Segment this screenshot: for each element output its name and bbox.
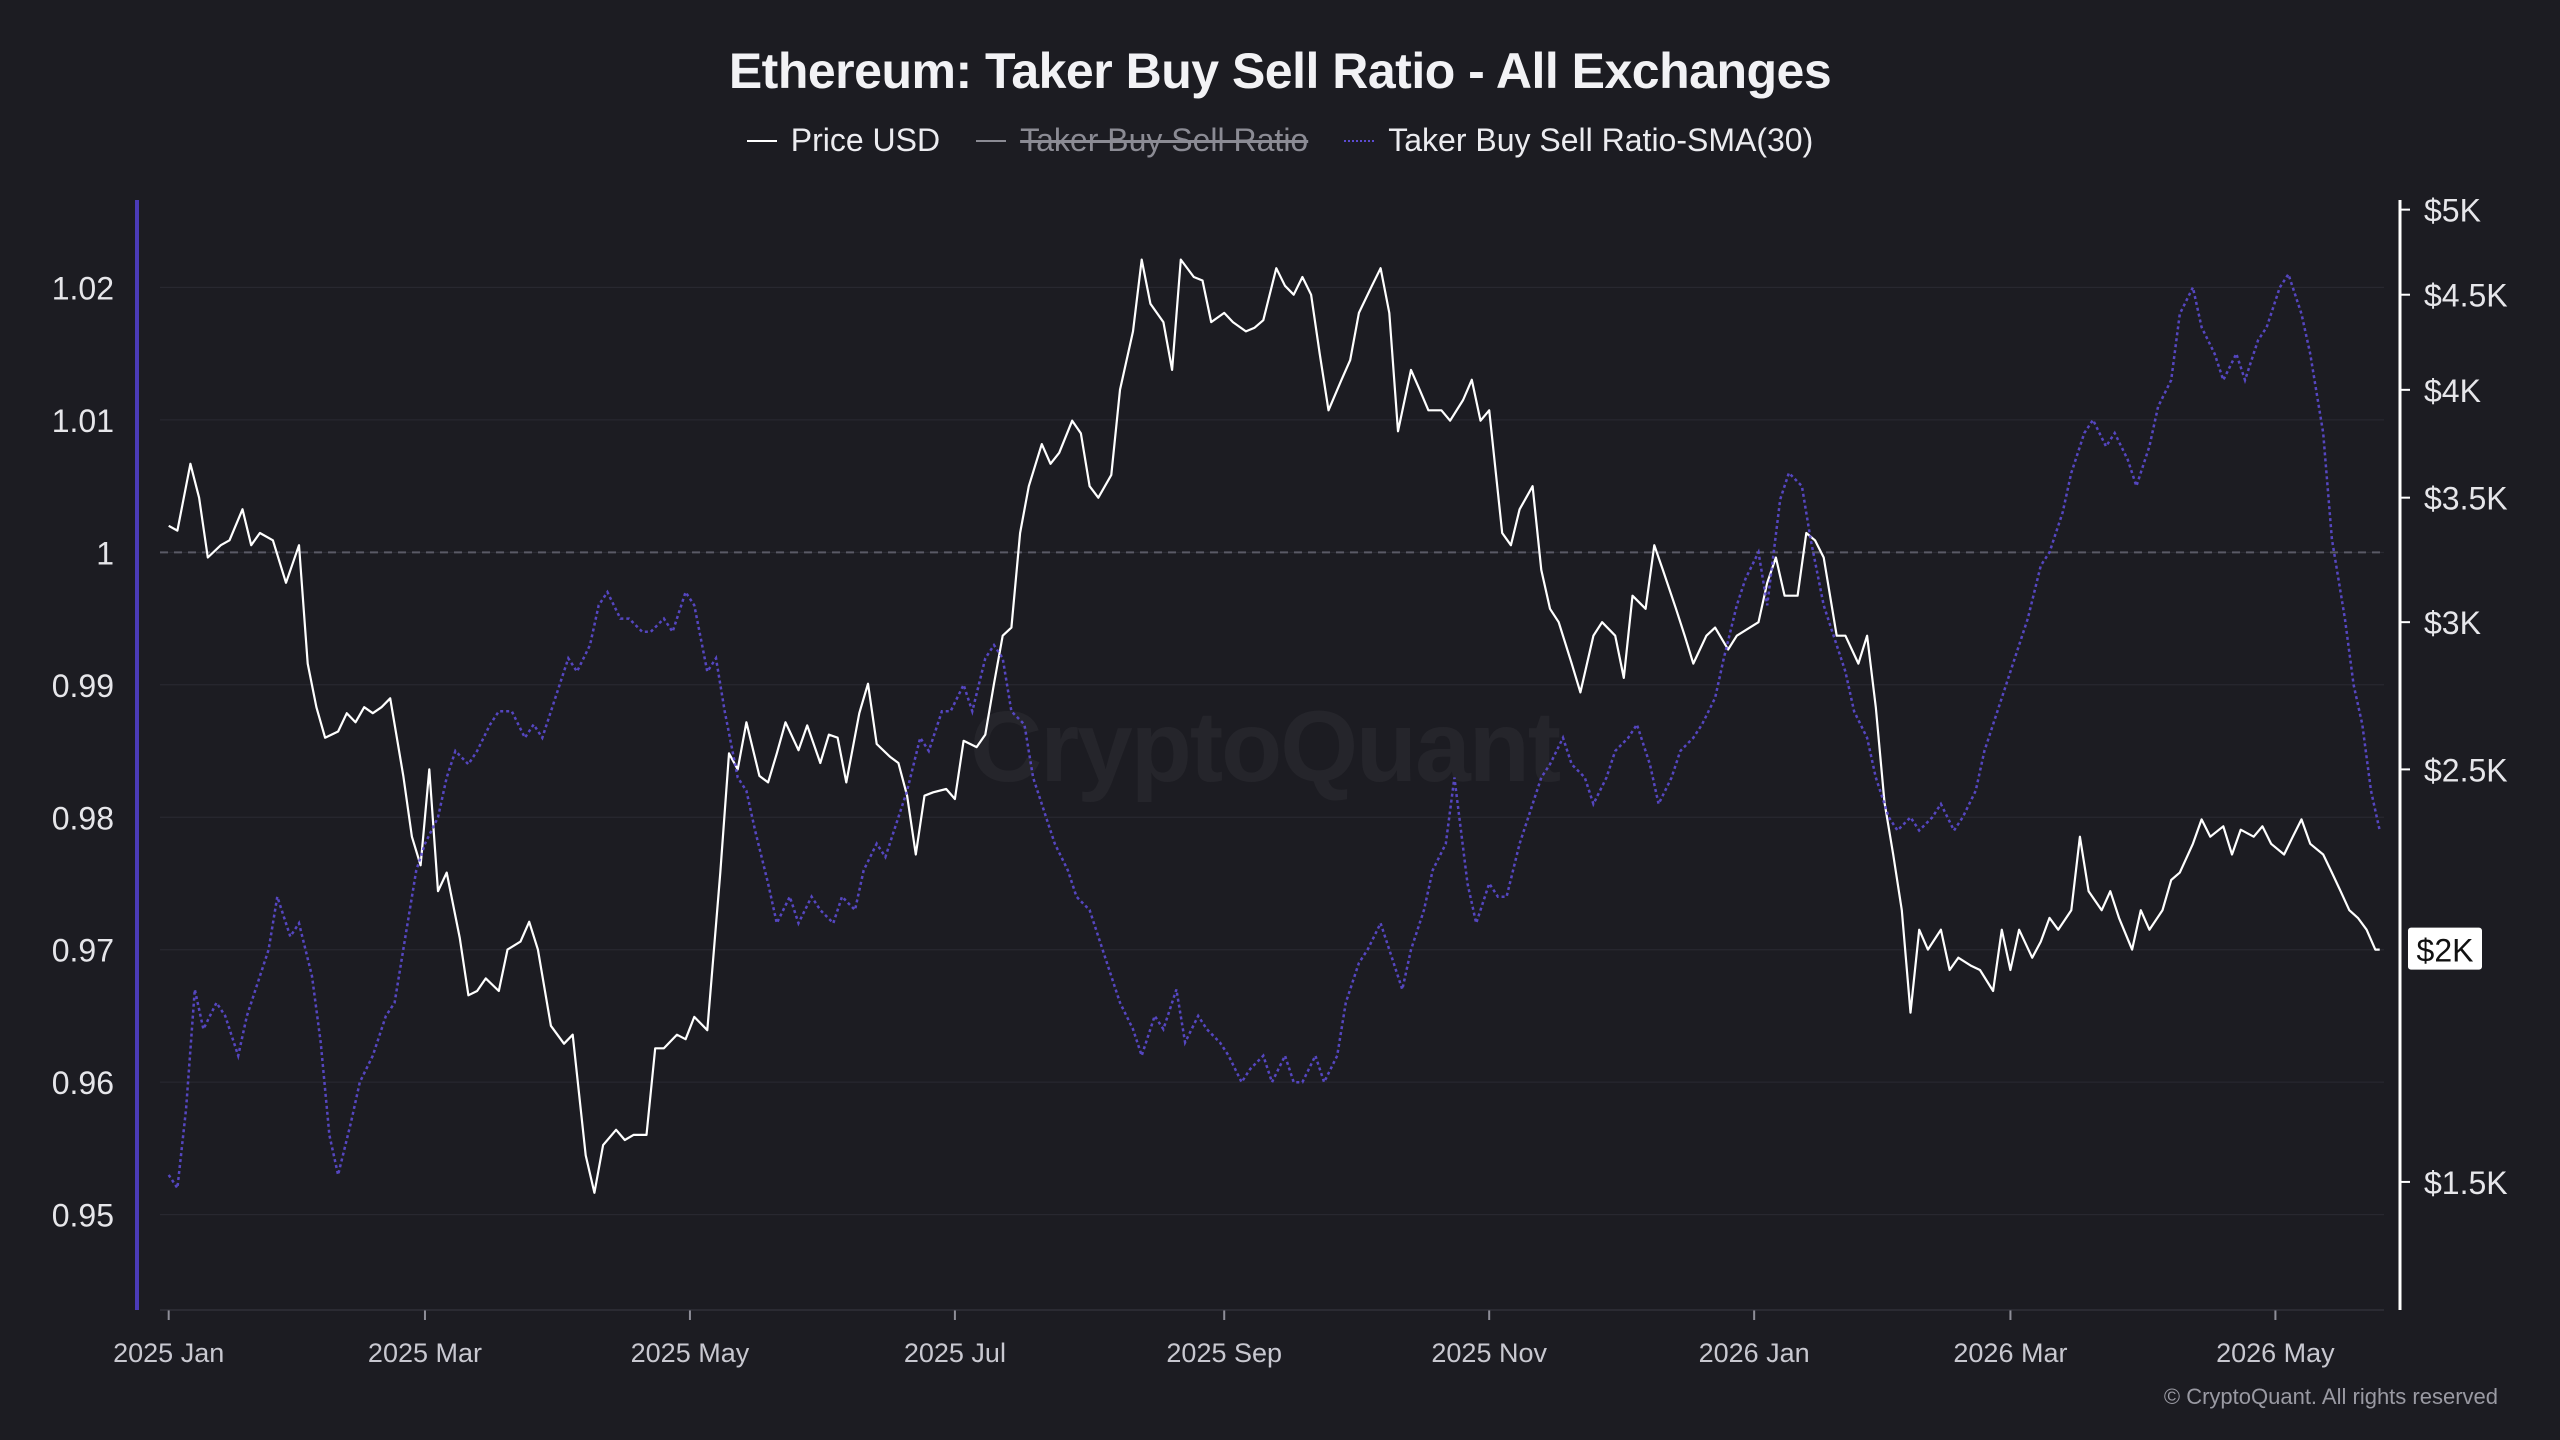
right-tick-label: $5K bbox=[2424, 193, 2481, 229]
series-line-price bbox=[168, 258, 2380, 1194]
left-axis: 1.02 1.01 1 0.99 0.98 0.97 0.96 0.95 bbox=[52, 200, 139, 1310]
legend-label-ratio: Taker Buy Sell Ratio bbox=[1020, 122, 1309, 158]
x-tick-label: 2026 May bbox=[2216, 1338, 2335, 1368]
left-tick-label: 0.97 bbox=[52, 933, 114, 969]
copyright-text: © CryptoQuant. All rights reserved bbox=[2163, 1384, 2498, 1409]
x-tick-label: 2025 Jan bbox=[113, 1338, 224, 1368]
right-tick-label: $3.5K bbox=[2424, 481, 2508, 517]
current-price-text: $2K bbox=[2417, 933, 2474, 969]
legend-item-ratio[interactable]: Taker Buy Sell Ratio bbox=[976, 122, 1308, 159]
left-tick-label: 0.96 bbox=[52, 1065, 114, 1101]
x-tick-label: 2025 Sep bbox=[1166, 1338, 1282, 1368]
series-layer bbox=[167, 258, 2381, 1194]
legend-swatch-sma bbox=[1344, 139, 1375, 142]
legend-label-price: Price USD bbox=[790, 122, 941, 158]
left-tick-label: 0.98 bbox=[52, 800, 114, 836]
x-tick-label: 2025 Mar bbox=[368, 1338, 482, 1368]
left-tick-label: 1 bbox=[96, 535, 114, 571]
grid-lines bbox=[160, 286, 2384, 1216]
x-tick-label: 2025 Jul bbox=[904, 1338, 1006, 1368]
left-tick-label: 1.02 bbox=[52, 270, 114, 306]
x-tick-label: 2026 Jan bbox=[1699, 1338, 1810, 1368]
x-axis: 2025 Jan 2025 Mar 2025 May 2025 Jul 2025 Sep… bbox=[113, 1309, 2384, 1368]
right-tick-label: $3K bbox=[2424, 605, 2481, 641]
current-price-box bbox=[2408, 927, 2482, 970]
legend-item-sma[interactable]: Taker Buy Sell Ratio-SMA(30) bbox=[1344, 122, 1813, 159]
x-tick-label: 2025 May bbox=[631, 1338, 750, 1368]
left-tick-label: 0.95 bbox=[52, 1198, 114, 1234]
legend-item-price[interactable]: Price USD bbox=[746, 122, 941, 159]
right-tick-label: $2.5K bbox=[2424, 752, 2508, 788]
right-tick-label: $4.5K bbox=[2424, 278, 2508, 314]
right-tick-label: $4K bbox=[2424, 373, 2481, 409]
left-tick-label: 1.01 bbox=[52, 403, 114, 439]
x-tick-label: 2025 Nov bbox=[1431, 1338, 1547, 1368]
legend-label-sma: Taker Buy Sell Ratio-SMA(30) bbox=[1388, 122, 1814, 158]
right-axis: $5K $4.5K $4K $3.5K $3K $2.5K $1.5K bbox=[2398, 193, 2508, 1310]
legend: Price USD Taker Buy Sell Ratio Taker Buy… bbox=[0, 122, 2560, 159]
chart-title: Ethereum: Taker Buy Sell Ratio - All Exc… bbox=[728, 43, 1832, 99]
right-tick-label: $1.5K bbox=[2424, 1165, 2508, 1201]
legend-swatch-ratio bbox=[976, 139, 1007, 142]
series-line-sma bbox=[167, 271, 2381, 1192]
watermark: CryptoQuant bbox=[970, 690, 1561, 805]
current-price-label: $2K bbox=[2408, 927, 2482, 970]
x-tick-label: 2026 Mar bbox=[1953, 1338, 2067, 1368]
left-tick-label: 0.99 bbox=[52, 668, 114, 704]
legend-swatch-price bbox=[746, 139, 777, 142]
